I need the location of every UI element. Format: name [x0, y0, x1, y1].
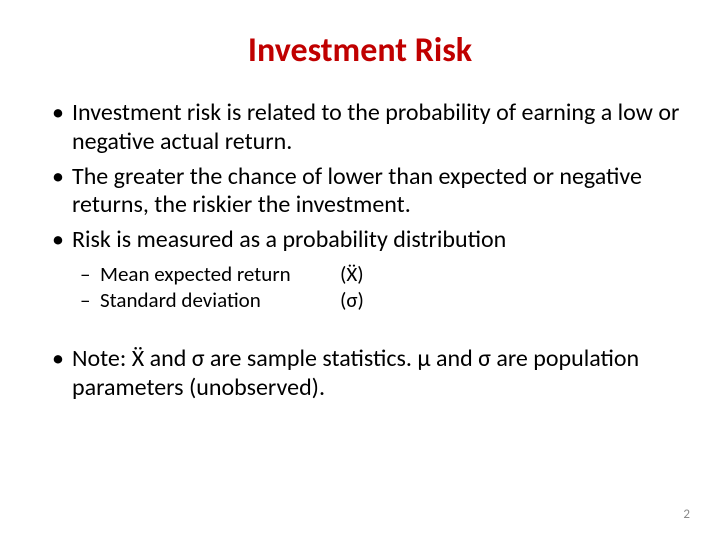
slide-title: Investment Risk: [40, 30, 680, 71]
bullet-item: Investment risk is related to the probab…: [48, 99, 680, 157]
sub-bullet-list: Mean expected return (Ẍ) Standard deviat…: [40, 261, 680, 314]
sub-bullet-item: Mean expected return (Ẍ): [80, 261, 680, 287]
sub-bullet-item: Standard deviation (σ): [80, 287, 680, 313]
bullet-item: The greater the chance of lower than exp…: [48, 163, 680, 221]
main-bullet-list: Investment risk is related to the probab…: [40, 99, 680, 255]
page-number: 2: [683, 507, 690, 522]
sub-bullet-symbol: (Ẍ): [340, 261, 364, 287]
bullet-item: Risk is measured as a probability distri…: [48, 226, 680, 255]
sub-bullet-label: Standard deviation: [100, 287, 340, 313]
spacer: [40, 331, 680, 345]
note-bullet-item: Note: Ẍ and σ are sample statistics. μ a…: [48, 345, 680, 403]
note-bullet-list: Note: Ẍ and σ are sample statistics. μ a…: [40, 345, 680, 403]
sub-bullet-label: Mean expected return: [100, 261, 340, 287]
sub-bullet-symbol: (σ): [340, 287, 364, 313]
